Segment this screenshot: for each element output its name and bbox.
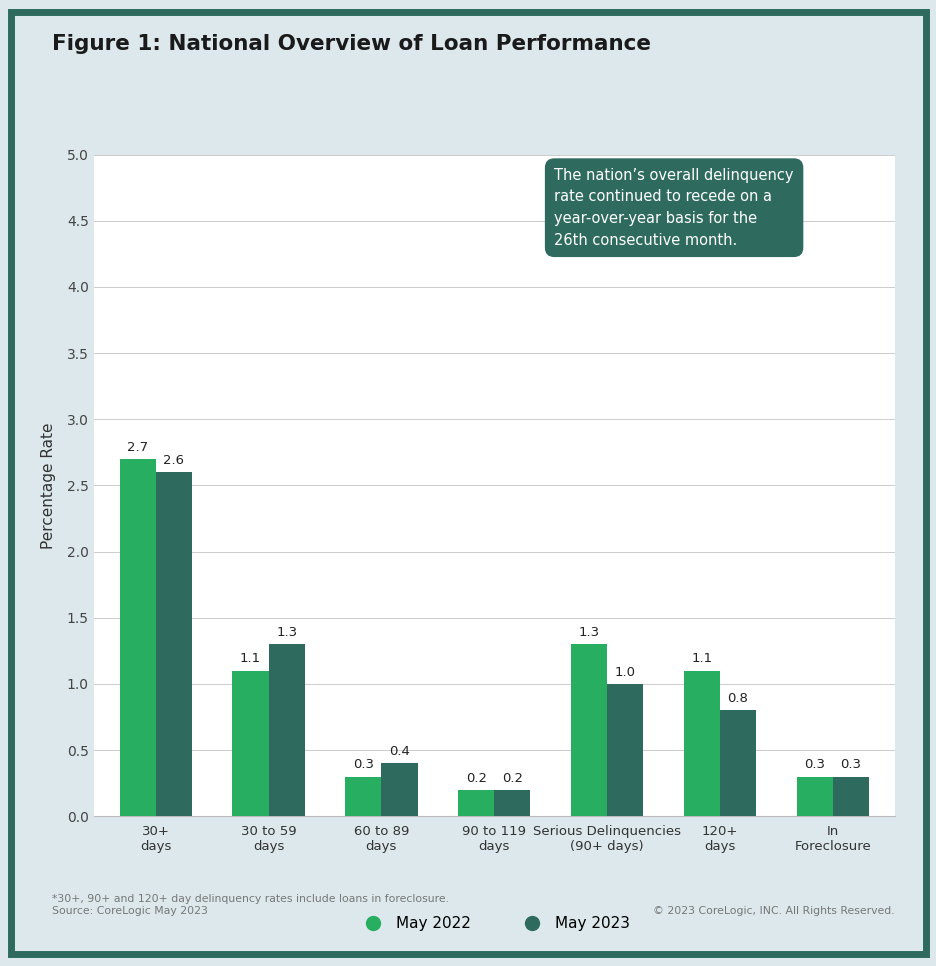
Text: Figure 1: National Overview of Loan Performance: Figure 1: National Overview of Loan Perf… [51, 34, 650, 54]
Legend: May 2022, May 2023: May 2022, May 2023 [352, 910, 636, 937]
Bar [345, 777, 381, 816]
Bar [494, 790, 530, 816]
Bar [796, 777, 832, 816]
Bar [719, 710, 755, 816]
Text: 0.3: 0.3 [803, 758, 825, 771]
Text: 0.3: 0.3 [840, 758, 860, 771]
Bar [269, 644, 304, 816]
Bar [232, 670, 269, 816]
Y-axis label: Percentage Rate: Percentage Rate [40, 422, 55, 549]
Text: The nation’s overall delinquency
rate continued to recede on a
year-over-year ba: The nation’s overall delinquency rate co… [554, 168, 793, 247]
Bar [155, 472, 192, 816]
Text: 0.3: 0.3 [353, 758, 373, 771]
Bar [458, 790, 493, 816]
Text: *30+, 90+ and 120+ day delinquency rates include loans in foreclosure.
Source: C: *30+, 90+ and 120+ day delinquency rates… [51, 895, 448, 916]
Text: 1.0: 1.0 [614, 666, 635, 679]
Bar [607, 684, 642, 816]
Bar [381, 763, 417, 816]
Text: 1.3: 1.3 [578, 626, 599, 639]
Text: 0.2: 0.2 [465, 772, 486, 784]
Text: 0.8: 0.8 [726, 692, 748, 705]
Text: 1.1: 1.1 [691, 652, 711, 666]
Text: 0.4: 0.4 [388, 745, 409, 758]
Bar [570, 644, 607, 816]
Bar [832, 777, 868, 816]
Text: 2.7: 2.7 [127, 440, 148, 454]
Text: 1.1: 1.1 [240, 652, 261, 666]
Text: © 2023 CoreLogic, INC. All Rights Reserved.: © 2023 CoreLogic, INC. All Rights Reserv… [652, 906, 894, 916]
Text: 1.3: 1.3 [276, 626, 297, 639]
Bar [683, 670, 719, 816]
Text: 0.2: 0.2 [502, 772, 522, 784]
Bar [120, 459, 155, 816]
Text: 2.6: 2.6 [163, 454, 184, 467]
